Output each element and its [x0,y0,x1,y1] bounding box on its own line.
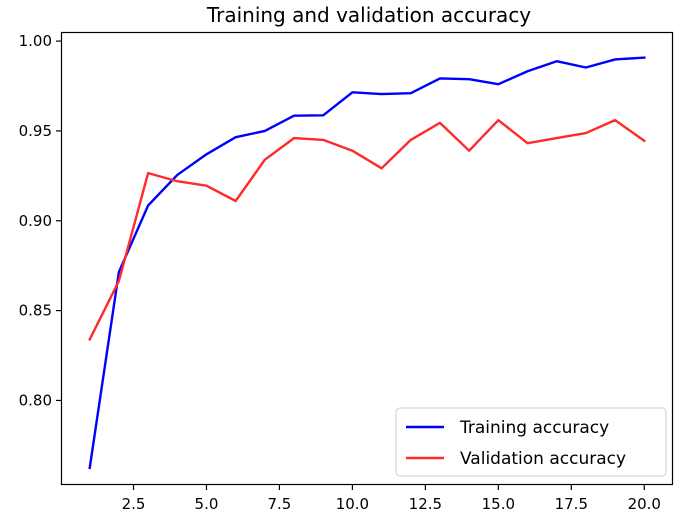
series-line-1 [88,118,646,341]
legend-label-0: Training accuracy [459,418,609,438]
y-axis: 0.80 0.85 0.90 0.95 1.00 [19,32,62,409]
x-axis: 2.5 5.0 7.5 10.0 12.5 15.0 17.5 20.0 [122,484,661,513]
x-tick-label: 7.5 [268,495,292,513]
y-tick-label: 0.90 [19,212,52,230]
plot-frame [60,31,674,486]
series-layer [88,56,646,470]
series-line-0 [88,56,646,470]
chart-title: Training and validation accuracy [206,3,531,27]
x-tick-label: 12.5 [409,495,442,513]
x-tick-label: 17.5 [555,495,588,513]
y-tick-label: 0.85 [19,302,52,320]
x-tick-label: 15.0 [482,495,515,513]
x-tick-label: 5.0 [195,495,219,513]
x-tick-label: 10.0 [336,495,369,513]
legend-label-1: Validation accuracy [460,449,626,469]
y-tick-label: 1.00 [19,32,52,50]
y-tick-label: 0.95 [19,122,52,140]
y-tick-label: 0.80 [19,391,52,409]
x-tick-label: 2.5 [122,495,146,513]
legend: Training accuracy Validation accuracy [395,407,667,477]
x-tick-label: 20.0 [628,495,661,513]
legend-box [395,407,667,477]
